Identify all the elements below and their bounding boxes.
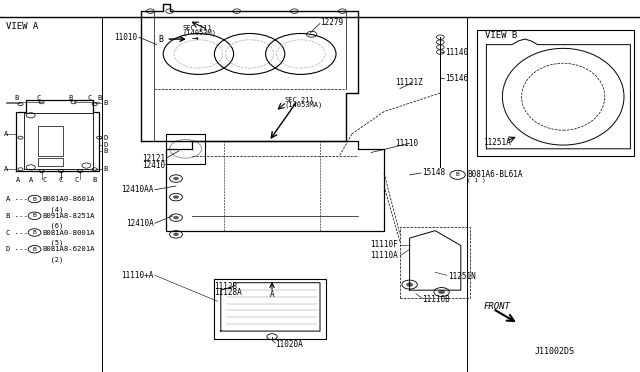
- Text: B091A8-8251A: B091A8-8251A: [42, 213, 95, 219]
- Text: A: A: [16, 177, 20, 183]
- Text: C: C: [88, 95, 92, 101]
- Text: J11002DS: J11002DS: [534, 347, 575, 356]
- Text: 11020A: 11020A: [275, 340, 303, 349]
- Text: B: B: [33, 213, 36, 218]
- Text: D ---: D ---: [6, 246, 28, 252]
- Text: A: A: [4, 166, 8, 172]
- Text: →: →: [192, 34, 199, 44]
- Bar: [38, 158, 63, 166]
- Text: SEC.211: SEC.211: [182, 25, 212, 31]
- Text: 11128: 11128: [214, 282, 237, 291]
- Bar: [477, 30, 634, 156]
- Text: 12410: 12410: [142, 161, 165, 170]
- Text: 11128A: 11128A: [214, 288, 242, 296]
- Text: 12410AA: 12410AA: [121, 185, 154, 194]
- Text: B: B: [456, 172, 460, 177]
- Text: 12279: 12279: [320, 18, 343, 27]
- Text: 12121: 12121: [142, 154, 165, 163]
- Text: C: C: [36, 95, 40, 101]
- Text: B: B: [104, 100, 108, 106]
- Text: 11140: 11140: [445, 48, 468, 57]
- Text: 11251A: 11251A: [483, 138, 511, 147]
- Circle shape: [438, 290, 445, 294]
- Text: (14053MA): (14053MA): [285, 102, 323, 108]
- Circle shape: [173, 216, 179, 219]
- Text: B081A8-6201A: B081A8-6201A: [42, 246, 95, 252]
- Text: B081A0-8001A: B081A0-8001A: [42, 230, 95, 235]
- Text: D: D: [104, 142, 108, 148]
- Text: B: B: [15, 95, 19, 101]
- Text: C ---: C ---: [6, 230, 28, 235]
- Text: (14053M): (14053M): [182, 29, 216, 36]
- Text: 11110B: 11110B: [422, 295, 450, 304]
- Text: A ---: A ---: [6, 196, 28, 202]
- Text: 11010: 11010: [115, 33, 138, 42]
- Text: 12410A: 12410A: [126, 219, 154, 228]
- Text: 15146: 15146: [445, 74, 468, 83]
- Circle shape: [406, 283, 413, 286]
- Text: B: B: [104, 148, 108, 154]
- Text: C: C: [75, 177, 79, 183]
- Text: B: B: [33, 247, 36, 252]
- Text: A: A: [4, 131, 8, 137]
- Text: SEC.211: SEC.211: [285, 97, 314, 103]
- Text: A: A: [29, 177, 33, 183]
- Text: VIEW A: VIEW A: [6, 22, 38, 31]
- Text: 11110+A: 11110+A: [121, 271, 154, 280]
- Bar: [214, 279, 326, 339]
- Text: B: B: [68, 95, 72, 101]
- Text: C: C: [43, 177, 47, 183]
- Text: B: B: [33, 196, 36, 202]
- Text: 11110A: 11110A: [371, 251, 398, 260]
- Text: (6): (6): [42, 223, 63, 230]
- Text: B081A6-BL61A: B081A6-BL61A: [467, 170, 523, 179]
- Text: B: B: [104, 166, 108, 172]
- Text: B: B: [97, 95, 101, 101]
- Text: FRONT: FRONT: [483, 302, 510, 311]
- Text: C: C: [59, 177, 63, 183]
- Text: A: A: [269, 291, 275, 299]
- Text: (5): (5): [42, 240, 63, 246]
- Text: (4): (4): [42, 206, 63, 213]
- Text: 11251N: 11251N: [448, 272, 476, 280]
- Text: VIEW B: VIEW B: [485, 31, 517, 40]
- Text: B081A0-8601A: B081A0-8601A: [42, 196, 95, 202]
- Bar: [38, 126, 63, 156]
- Circle shape: [173, 196, 179, 199]
- Text: B: B: [158, 35, 163, 44]
- Text: 11110: 11110: [396, 139, 419, 148]
- Text: B: B: [93, 177, 97, 183]
- Text: D: D: [104, 135, 108, 141]
- Text: ( 1 ): ( 1 ): [467, 178, 486, 183]
- Text: 11110F: 11110F: [371, 240, 398, 249]
- Text: 15148: 15148: [422, 169, 445, 177]
- Text: B: B: [33, 230, 36, 235]
- Circle shape: [173, 233, 179, 236]
- Text: B ---: B ---: [6, 213, 28, 219]
- Text: (2): (2): [42, 256, 63, 263]
- Text: 11121Z: 11121Z: [396, 78, 423, 87]
- Circle shape: [173, 177, 179, 180]
